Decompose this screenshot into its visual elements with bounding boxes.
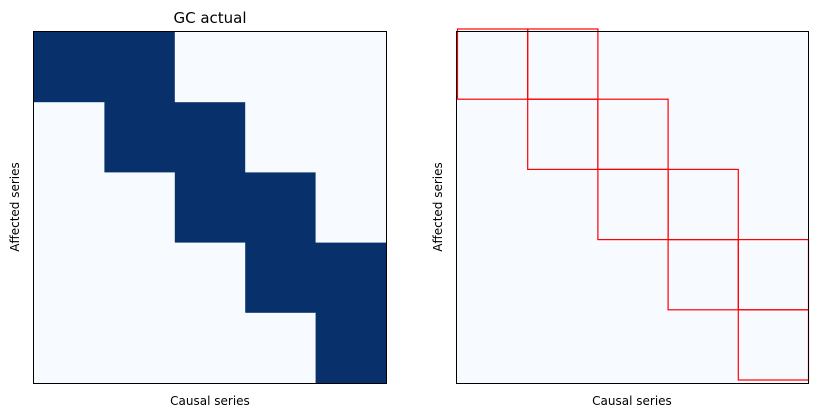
heatmap-cells-right	[457, 32, 809, 384]
heatmap-cell-r3-c0	[34, 242, 105, 314]
heatmap-cell-r4-c3	[667, 312, 739, 384]
heatmap-cell-r4-c2	[597, 312, 669, 384]
heatmap-cell-r0-c1	[104, 32, 176, 103]
heatmap-cell-r1-c3	[245, 102, 317, 173]
heatmap-cell-r2-c4	[737, 172, 809, 244]
heatmap-cell-r0-c2	[597, 32, 669, 103]
heatmap-cell-r3-c2	[597, 242, 669, 314]
y-axis-label-left: Affected series	[8, 162, 22, 252]
heatmap-cell-r3-c0	[457, 242, 528, 314]
heatmap-cell-r4-c3	[245, 312, 317, 384]
heatmap-cell-r0-c3	[667, 32, 739, 103]
x-axis-label-right: Causal series	[592, 394, 672, 408]
heatmap-cell-r3-c3	[667, 242, 739, 314]
heatmap-cell-r4-c2	[174, 312, 246, 384]
heatmap-cell-r1-c4	[315, 102, 387, 173]
heatmap-cell-r1-c3	[667, 102, 739, 173]
heatmap-cell-r1-c2	[597, 102, 669, 173]
chart-title-left: GC actual	[173, 9, 246, 27]
heatmap-cell-r2-c3	[245, 172, 317, 244]
heatmap-cell-r2-c4	[315, 172, 387, 244]
heatmap-cell-r1-c1	[527, 102, 598, 173]
heatmap-panel-right: Causal series Affected series	[431, 28, 810, 408]
heatmap-cell-r3-c2	[174, 242, 246, 314]
heatmap-cell-r2-c1	[527, 172, 598, 244]
heatmap-cell-r3-c1	[527, 242, 598, 314]
x-axis-label-left: Causal series	[170, 394, 250, 408]
heatmap-cell-r1-c4	[737, 102, 809, 173]
heatmap-cell-r1-c0	[34, 102, 105, 173]
heatmap-cell-r0-c0	[457, 32, 528, 103]
heatmap-cell-r0-c3	[245, 32, 317, 103]
heatmap-cell-r0-c1	[527, 32, 598, 103]
heatmap-cell-r4-c4	[737, 312, 809, 384]
heatmap-cell-r0-c2	[174, 32, 246, 103]
heatmap-cell-r4-c4	[315, 312, 387, 384]
heatmap-cell-r2-c2	[174, 172, 246, 244]
heatmap-cell-r0-c0	[34, 32, 105, 103]
heatmap-cell-r0-c4	[315, 32, 387, 103]
heatmap-cell-r2-c3	[667, 172, 739, 244]
heatmap-cell-r2-c2	[597, 172, 669, 244]
heatmap-cell-r4-c0	[34, 312, 105, 384]
heatmap-panel-left: GC actual Causal series Affected series	[8, 9, 387, 408]
plot-frame-left	[33, 31, 387, 384]
heatmap-cell-r4-c1	[104, 312, 176, 384]
heatmap-cell-r1-c1	[104, 102, 176, 173]
heatmap-cell-r3-c4	[315, 242, 387, 314]
heatmap-cell-r2-c0	[457, 172, 528, 244]
y-axis-label-right: Affected series	[431, 162, 445, 252]
heatmap-cell-r0-c4	[737, 32, 809, 103]
heatmap-cell-r3-c1	[104, 242, 176, 314]
heatmap-cell-r4-c0	[457, 312, 528, 384]
heatmap-cell-r2-c1	[104, 172, 176, 244]
heatmap-cell-r1-c2	[174, 102, 246, 173]
heatmap-cell-r1-c0	[457, 102, 528, 173]
heatmap-cell-r2-c0	[34, 172, 105, 244]
plot-frame-right	[456, 31, 809, 384]
heatmap-cells-left	[34, 32, 387, 384]
heatmap-cell-r4-c1	[527, 312, 598, 384]
heatmap-cell-r3-c3	[245, 242, 317, 314]
heatmap-cell-r3-c4	[737, 242, 809, 314]
